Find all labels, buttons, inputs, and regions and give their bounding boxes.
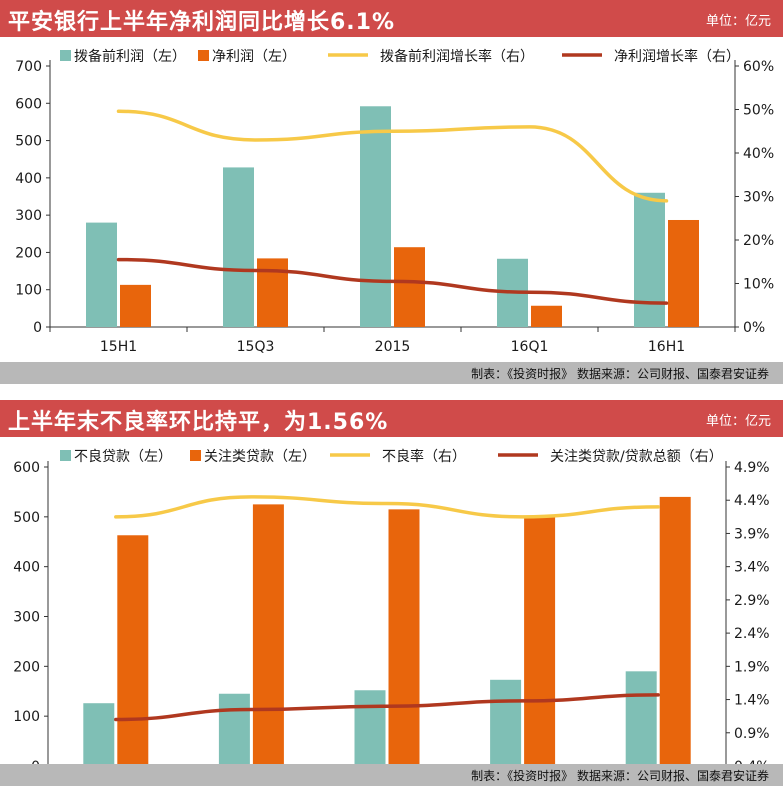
series-line-primary bbox=[116, 109, 669, 203]
y-left-tick-label: 300 bbox=[13, 610, 40, 626]
y-left-tick-label: 400 bbox=[15, 171, 42, 187]
series-line-secondary bbox=[114, 693, 660, 722]
x-tick-label: 15H1 bbox=[100, 339, 137, 355]
y-left-tick-label: 600 bbox=[15, 96, 42, 112]
x-tick-label: 16Q1 bbox=[511, 339, 549, 355]
x-tick-label: 2015 bbox=[375, 339, 411, 355]
bar-secondary bbox=[659, 496, 691, 766]
series-line-secondary bbox=[116, 257, 669, 305]
source-note: 制表：《投资时报》 数据来源：公司财报、国泰君安证券 bbox=[471, 367, 769, 381]
unit-label: 单位：亿元 bbox=[705, 14, 771, 29]
legend-label: 不良贷款（左） bbox=[74, 449, 172, 465]
title-bar: 上半年末不良率环比持平，为1.56% 单位：亿元 bbox=[0, 400, 783, 437]
y-left-tick-label: 100 bbox=[15, 283, 42, 299]
source-bar: 制表：《投资时报》 数据来源：公司财报、国泰君安证券 bbox=[0, 362, 783, 384]
source-bar: 制表：《投资时报》 数据来源：公司财报、国泰君安证券 bbox=[0, 764, 783, 786]
npl-chart: 01002003004005006000.4%0.9%1.4%1.9%2.4%2… bbox=[13, 448, 770, 775]
legend-label: 关注类贷款/贷款总额（右） bbox=[550, 449, 723, 465]
legend-label: 关注类贷款（左） bbox=[204, 449, 316, 465]
bar-primary bbox=[490, 679, 522, 766]
x-tick-label: 15Q3 bbox=[237, 339, 275, 355]
bar-secondary bbox=[388, 509, 420, 766]
legend-swatch bbox=[60, 450, 71, 461]
legend-label: 拨备前利润增长率（右） bbox=[380, 48, 534, 65]
bar-secondary bbox=[394, 247, 425, 327]
y-left-tick-label: 700 bbox=[15, 59, 42, 75]
bar-secondary bbox=[531, 305, 562, 327]
y-right-tick-label: 2.9% bbox=[734, 593, 770, 609]
bar-secondary bbox=[668, 219, 699, 327]
chart-title: 上半年末不良率环比持平，为1.56% bbox=[8, 410, 389, 435]
series-line-primary bbox=[114, 495, 660, 519]
y-right-tick-label: 4.9% bbox=[734, 460, 770, 476]
y-right-tick-label: 1.9% bbox=[734, 659, 770, 675]
y-right-tick-label: 20% bbox=[743, 233, 774, 249]
bar-primary bbox=[86, 222, 117, 327]
y-left-tick-label: 0 bbox=[33, 320, 42, 336]
bar-primary bbox=[625, 671, 657, 766]
bar-secondary bbox=[524, 516, 556, 766]
y-right-tick-label: 0.9% bbox=[734, 726, 770, 742]
bar-primary bbox=[218, 693, 250, 766]
legend-swatch bbox=[60, 50, 71, 61]
y-right-tick-label: 3.9% bbox=[734, 526, 770, 542]
x-tick-label: 16H1 bbox=[648, 339, 685, 355]
y-right-tick-label: 3.4% bbox=[734, 560, 770, 576]
y-left-tick-label: 100 bbox=[13, 709, 40, 725]
bar-primary bbox=[83, 703, 115, 766]
y-right-tick-label: 2.4% bbox=[734, 626, 770, 642]
source-note: 制表：《投资时报》 数据来源：公司财报、国泰君安证券 bbox=[471, 769, 769, 783]
y-left-tick-label: 200 bbox=[15, 245, 42, 261]
bar-secondary bbox=[257, 258, 288, 327]
y-left-tick-label: 500 bbox=[15, 134, 42, 150]
legend-label: 净利润增长率（右） bbox=[614, 48, 740, 65]
y-right-tick-label: 60% bbox=[743, 59, 774, 75]
legend-swatch bbox=[190, 450, 201, 461]
bar-primary bbox=[360, 106, 391, 327]
chart-panel-npl: 上半年末不良率环比持平，为1.56% 单位：亿元 010020030040050… bbox=[0, 400, 783, 788]
bar-primary bbox=[223, 167, 254, 327]
y-right-tick-label: 0% bbox=[743, 320, 765, 336]
y-right-tick-label: 10% bbox=[743, 277, 774, 293]
legend-label: 不良率（右） bbox=[382, 448, 466, 465]
legend-label: 净利润（左） bbox=[212, 49, 296, 65]
bar-primary bbox=[354, 690, 386, 766]
y-right-tick-label: 30% bbox=[743, 190, 774, 206]
y-right-tick-label: 1.4% bbox=[734, 693, 770, 709]
y-left-tick-label: 300 bbox=[15, 208, 42, 224]
chart-title: 平安银行上半年净利润同比增长6.1% bbox=[8, 10, 396, 35]
profit-chart: 0 100 200 300 400 500 600 700 0% 10% 20% 30% 40% 50% 6… bbox=[15, 48, 774, 355]
chart-panel-profit: 平安银行上半年净利润同比增长6.1% 单位：亿元 0 100 200 300 400 50… bbox=[0, 0, 783, 386]
bar-secondary bbox=[252, 504, 284, 766]
y-left-tick-label: 400 bbox=[13, 560, 40, 576]
bar-primary bbox=[634, 192, 665, 327]
bar-secondary bbox=[117, 535, 149, 766]
y-left-tick-label: 200 bbox=[13, 659, 40, 675]
title-bar: 平安银行上半年净利润同比增长6.1% 单位：亿元 bbox=[0, 0, 783, 37]
y-right-tick-label: 50% bbox=[743, 103, 774, 119]
bar-secondary bbox=[120, 284, 151, 327]
y-right-tick-label: 40% bbox=[743, 146, 774, 162]
y-left-tick-label: 500 bbox=[13, 510, 40, 526]
legend-label: 拨备前利润（左） bbox=[74, 48, 186, 65]
unit-label: 单位：亿元 bbox=[705, 414, 771, 429]
y-right-tick-label: 4.4% bbox=[734, 493, 770, 509]
y-left-tick-label: 600 bbox=[13, 460, 40, 476]
legend-swatch bbox=[198, 50, 209, 61]
